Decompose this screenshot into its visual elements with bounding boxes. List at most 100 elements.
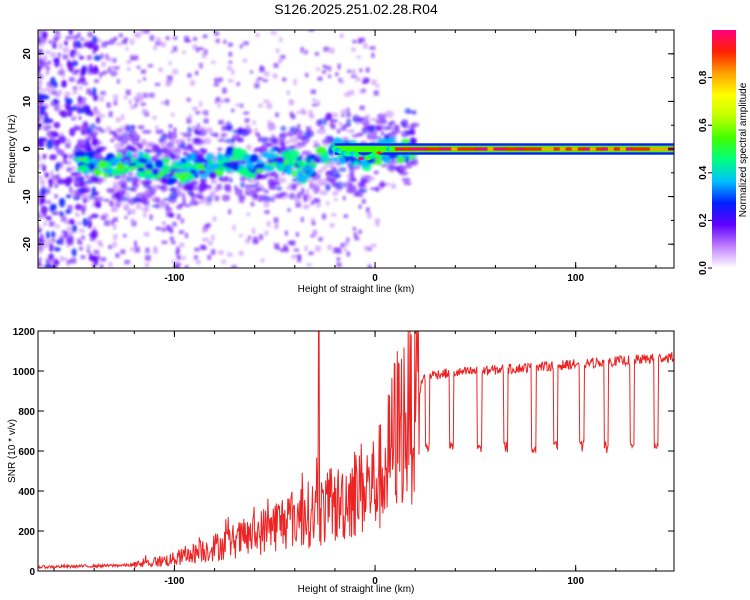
colorbar: 0.0 0.2 0.4 0.6 0.8 Normalized spectral ampl… bbox=[698, 30, 749, 275]
heatmap-cell bbox=[316, 128, 327, 135]
heatmap-cell bbox=[94, 169, 101, 177]
heatmap-cell bbox=[343, 248, 347, 252]
heatmap-cell bbox=[51, 211, 56, 216]
heatmap-cell bbox=[481, 147, 488, 151]
heatmap-cell bbox=[238, 126, 244, 135]
heatmap-cell bbox=[322, 64, 327, 69]
heatmap-cell bbox=[141, 207, 148, 211]
heatmap-cell bbox=[247, 235, 251, 241]
heatmap-cell bbox=[45, 200, 52, 204]
heatmap-cell bbox=[80, 144, 89, 149]
heatmap-cell bbox=[294, 129, 304, 137]
heatmap-cell bbox=[58, 197, 66, 208]
heatmap-cell bbox=[201, 197, 208, 204]
heatmap-cell bbox=[151, 204, 159, 208]
heatmap-cell bbox=[255, 132, 261, 137]
heatmap-cell bbox=[165, 36, 170, 41]
heatmap-cell bbox=[223, 184, 232, 192]
heatmap-cell bbox=[185, 174, 195, 181]
heatmap-cell bbox=[78, 164, 90, 173]
heatmap-cell bbox=[231, 138, 236, 144]
heatmap-cell bbox=[199, 199, 203, 204]
heatmap-cell bbox=[285, 140, 290, 145]
heatmap-cell bbox=[54, 144, 59, 151]
heatmap-cell bbox=[112, 58, 117, 63]
heatmap-cell bbox=[195, 138, 206, 144]
heatmap-cell bbox=[171, 240, 176, 245]
heatmap-cell bbox=[76, 102, 81, 107]
heatmap-cell bbox=[223, 122, 231, 126]
heatmap-cell bbox=[262, 79, 268, 83]
heatmap-cell bbox=[151, 184, 160, 190]
heatmap-cell bbox=[279, 140, 286, 148]
heatmap-cell bbox=[373, 131, 377, 136]
heatmap-cell bbox=[309, 201, 315, 206]
heatmap-cell bbox=[258, 234, 264, 241]
heatmap-cell bbox=[165, 80, 171, 87]
heatmap-cell bbox=[165, 225, 171, 232]
heatmap-cell bbox=[154, 125, 159, 130]
heatmap-cell bbox=[121, 114, 125, 121]
heatmap-cell bbox=[571, 147, 579, 151]
snr-xlabel: Height of straight line (km) bbox=[298, 584, 415, 595]
heatmap-cell bbox=[264, 230, 269, 236]
heatmap-cell bbox=[218, 77, 223, 83]
heatmap-cell bbox=[273, 62, 279, 68]
x-tick-label: 100 bbox=[567, 273, 584, 284]
heatmap-cell bbox=[41, 30, 48, 40]
heatmap-cell bbox=[319, 190, 328, 196]
heatmap-cell bbox=[50, 170, 54, 175]
heatmap-cell bbox=[293, 79, 297, 85]
heatmap-cell bbox=[189, 169, 197, 175]
heatmap-cell bbox=[267, 178, 276, 187]
heatmap-cell bbox=[239, 169, 251, 177]
heatmap-cell bbox=[365, 78, 370, 83]
heatmap-cell bbox=[185, 186, 193, 190]
heatmap-cell bbox=[589, 147, 597, 151]
heatmap-cell bbox=[141, 129, 152, 134]
heatmap-cell bbox=[128, 99, 133, 105]
heatmap-cell bbox=[356, 55, 361, 59]
heatmap-cell bbox=[172, 46, 178, 52]
heatmap-cell bbox=[119, 184, 126, 190]
heatmap-cell bbox=[258, 184, 264, 190]
heatmap-cell bbox=[42, 154, 46, 160]
heatmap-cell bbox=[313, 198, 319, 202]
heatmap-cell bbox=[64, 179, 71, 187]
heatmap-cell bbox=[410, 158, 419, 166]
heatmap-cell bbox=[336, 247, 342, 254]
heatmap-cell bbox=[100, 257, 107, 262]
heatmap-cell bbox=[185, 161, 191, 169]
heatmap-cell bbox=[361, 80, 368, 84]
heatmap-cell bbox=[72, 49, 78, 54]
y-tick-label: 1000 bbox=[13, 367, 36, 378]
heatmap-cell bbox=[365, 67, 370, 73]
heatmap-cell bbox=[93, 145, 99, 150]
heatmap-cell bbox=[220, 134, 226, 140]
heatmap-cell bbox=[110, 219, 115, 226]
heatmap-cell bbox=[245, 190, 249, 196]
heatmap-cell bbox=[76, 79, 82, 85]
heatmap-cell bbox=[114, 142, 123, 150]
heatmap-cell bbox=[287, 208, 291, 212]
heatmap-cell bbox=[252, 194, 258, 201]
heatmap-cell bbox=[305, 72, 309, 78]
heatmap-cell bbox=[54, 106, 59, 111]
heatmap-cell bbox=[64, 160, 68, 164]
heatmap-cell bbox=[45, 139, 54, 150]
heatmap-cell bbox=[286, 185, 291, 191]
heatmap-cell bbox=[115, 252, 120, 258]
heatmap-cell bbox=[291, 169, 297, 178]
heatmap-cell bbox=[347, 69, 352, 74]
heatmap-cell bbox=[373, 170, 379, 175]
heatmap-cell bbox=[68, 153, 75, 157]
heatmap-cell bbox=[87, 216, 93, 220]
heatmap-cell bbox=[254, 82, 260, 89]
heatmap-cell bbox=[541, 147, 549, 151]
heatmap-cell bbox=[54, 30, 60, 36]
heatmap-cell bbox=[172, 69, 179, 75]
heatmap-cell bbox=[193, 36, 198, 41]
heatmap-cell bbox=[136, 203, 141, 210]
heatmap-cell bbox=[346, 112, 351, 118]
heatmap-cell bbox=[362, 43, 369, 49]
